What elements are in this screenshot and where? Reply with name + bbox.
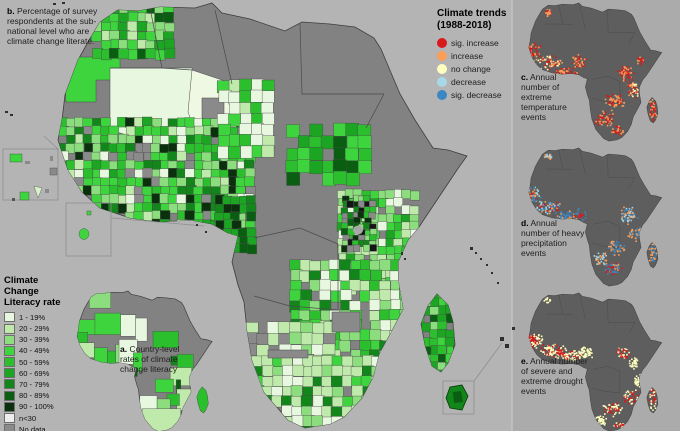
legend-square-swatch bbox=[4, 323, 15, 334]
legend-item-label: increase bbox=[451, 50, 484, 61]
legend-square-swatch bbox=[4, 424, 15, 431]
literacy-legend-title-2: Literacy rate bbox=[4, 296, 61, 308]
literacy-legend-items: 1 - 19% 20 - 29% 30 - 39% 40 - 49% 50 - 59% 6… bbox=[4, 312, 74, 431]
legend-dot-swatch bbox=[437, 89, 447, 100]
legend-square-swatch bbox=[4, 390, 15, 401]
caption-d-text: Annual number of heavy precipitation eve… bbox=[521, 218, 585, 259]
trends-legend-item: decrease bbox=[437, 75, 529, 88]
legend-item-label: 80 - 89% bbox=[19, 391, 50, 401]
caption-e-text: Annual number of severe and extreme drou… bbox=[521, 356, 588, 397]
region-nodata-patch bbox=[331, 311, 361, 333]
mauritius-box bbox=[442, 380, 475, 415]
cape-verde-box bbox=[2, 148, 59, 201]
climate-trends-legend: Climate trends (1988-2018) sig. increase… bbox=[437, 8, 529, 101]
legend-square-swatch bbox=[4, 345, 15, 356]
panel-c-map bbox=[528, 2, 663, 142]
legend-square-swatch bbox=[4, 312, 15, 323]
ocean-island-dots bbox=[5, 2, 515, 348]
caption-b-text: Percentage of survey respondents at the … bbox=[7, 6, 98, 47]
legend-square-swatch bbox=[4, 334, 15, 345]
trends-legend-item: sig. decrease bbox=[437, 88, 529, 101]
legend-item-label: 70 - 79% bbox=[19, 379, 50, 389]
legend-item-label: sig. decrease bbox=[451, 89, 502, 100]
legend-item-label: no change bbox=[451, 63, 491, 74]
legend-item-label: 1 - 19% bbox=[19, 312, 46, 322]
literacy-legend-item: n<30 bbox=[4, 412, 74, 424]
caption-b-prefix: b. bbox=[7, 6, 15, 16]
leader-line-mauritius bbox=[473, 342, 503, 382]
literacy-legend: Climate Change Literacy rate 1 - 19% 20 -… bbox=[4, 275, 74, 431]
caption-c-text: Annual number of extreme temperature eve… bbox=[521, 72, 567, 123]
legend-item-label: 30 - 39% bbox=[19, 335, 50, 345]
literacy-legend-item: 50 - 59% bbox=[4, 357, 74, 368]
legend-dot-swatch bbox=[437, 37, 447, 48]
legend-item-label: No data bbox=[19, 424, 46, 431]
trends-legend-item: sig. increase bbox=[437, 36, 529, 49]
literacy-legend-title-1: Climate Change bbox=[4, 275, 39, 297]
caption-d-prefix: d. bbox=[521, 218, 529, 228]
trends-legend-title-1: Climate trends bbox=[437, 8, 507, 19]
legend-item-label: 20 - 29% bbox=[19, 324, 50, 334]
leader-line-cape-verde bbox=[43, 135, 59, 150]
legend-item-label: 50 - 59% bbox=[19, 357, 50, 367]
legend-dot-swatch bbox=[437, 50, 447, 61]
caption-b: b. Percentage of survey respondents at t… bbox=[7, 6, 111, 46]
legend-square-swatch bbox=[4, 401, 15, 412]
leader-line-sao-tome bbox=[110, 217, 205, 227]
lake-victoria bbox=[353, 225, 363, 235]
legend-dot-swatch bbox=[437, 63, 447, 74]
caption-c: c. Annual number of extreme temperature … bbox=[521, 72, 583, 122]
temperature-speckles bbox=[528, 9, 658, 136]
literacy-legend-item: 1 - 19% bbox=[4, 312, 74, 323]
island-inset-boxes bbox=[2, 135, 503, 415]
literacy-legend-item: 20 - 29% bbox=[4, 323, 74, 334]
sao-tome-box bbox=[65, 202, 112, 257]
legend-dot-swatch bbox=[437, 76, 447, 87]
caption-e-prefix: e. bbox=[521, 356, 529, 366]
trends-legend-items: sig. increase increase no change decrease si… bbox=[437, 36, 529, 101]
caption-a-text: Country-level rates of climate change li… bbox=[120, 344, 180, 375]
legend-item-label: n<30 bbox=[19, 413, 37, 423]
caption-c-prefix: c. bbox=[521, 72, 529, 82]
literacy-legend-item: 60 - 69% bbox=[4, 368, 74, 379]
legend-square-swatch bbox=[4, 357, 15, 368]
caption-a: a. Country-level rates of climate change… bbox=[120, 344, 194, 374]
legend-item-label: decrease bbox=[451, 76, 486, 87]
trends-legend-item: increase bbox=[437, 49, 529, 62]
legend-square-swatch bbox=[4, 379, 15, 390]
caption-a-prefix: a. bbox=[120, 344, 128, 354]
legend-square-swatch bbox=[4, 368, 15, 379]
trends-legend-item: no change bbox=[437, 62, 529, 75]
trends-legend-title-2: (1988-2018) bbox=[437, 19, 492, 31]
literacy-legend-item: 40 - 49% bbox=[4, 345, 74, 356]
region-nodata-strip bbox=[267, 349, 309, 359]
caption-e: e. Annual number of severe and extreme d… bbox=[521, 356, 591, 396]
legend-square-swatch bbox=[4, 413, 15, 424]
legend-item-label: 40 - 49% bbox=[19, 346, 50, 356]
literacy-legend-item: 30 - 39% bbox=[4, 334, 74, 345]
legend-item-label: 90 - 100% bbox=[19, 402, 54, 412]
literacy-legend-item: 80 - 89% bbox=[4, 390, 74, 401]
legend-item-label: sig. increase bbox=[451, 37, 499, 48]
literacy-legend-item: No data bbox=[4, 424, 74, 431]
inset-islands bbox=[9, 153, 469, 411]
caption-d: d. Annual number of heavy precipitation … bbox=[521, 218, 585, 258]
literacy-legend-item: 90 - 100% bbox=[4, 401, 74, 412]
literacy-legend-item: 70 - 79% bbox=[4, 379, 74, 390]
legend-item-label: 60 - 69% bbox=[19, 368, 50, 378]
